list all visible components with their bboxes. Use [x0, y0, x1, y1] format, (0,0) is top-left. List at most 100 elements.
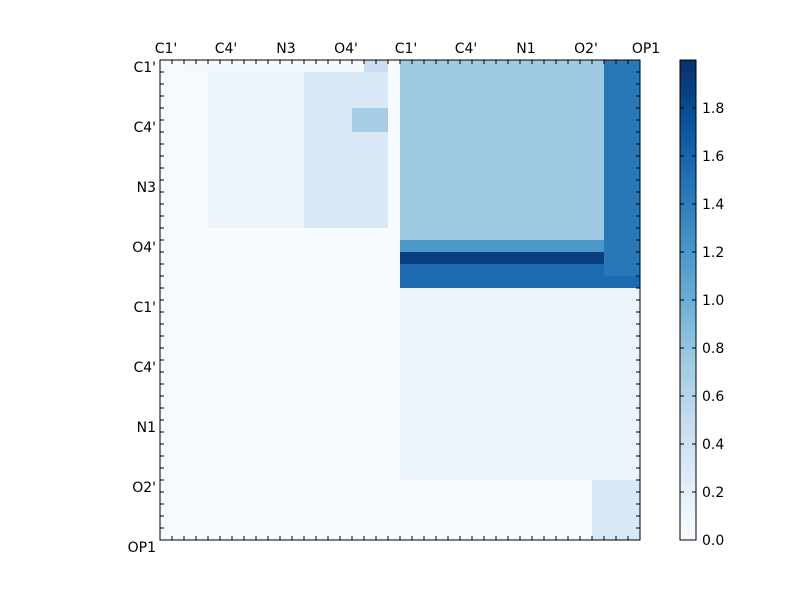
- heatmap-cell: [328, 60, 341, 73]
- heatmap-cell: [484, 408, 497, 421]
- heatmap-cell: [160, 420, 173, 433]
- heatmap-cell: [472, 348, 485, 361]
- heatmap-cell: [352, 60, 365, 73]
- heatmap-cell: [316, 384, 329, 397]
- heatmap-cell: [232, 156, 245, 169]
- heatmap-cell: [412, 408, 425, 421]
- heatmap-cell: [184, 168, 197, 181]
- heatmap-cell: [472, 72, 485, 85]
- y-tick-label: N1: [137, 420, 156, 436]
- heatmap-cell: [232, 420, 245, 433]
- heatmap-cell: [340, 108, 353, 121]
- heatmap-cell: [352, 108, 365, 121]
- heatmap-cell: [604, 420, 617, 433]
- heatmap-cell: [400, 432, 413, 445]
- heatmap-cell: [352, 84, 365, 97]
- heatmap-cell: [496, 468, 509, 481]
- heatmap-cell: [580, 384, 593, 397]
- heatmap-cell: [472, 96, 485, 109]
- heatmap-cell: [472, 396, 485, 409]
- heatmap-cell: [604, 276, 617, 289]
- heatmap-cell: [592, 504, 605, 517]
- heatmap-cell: [364, 192, 377, 205]
- heatmap-cell: [256, 252, 269, 265]
- heatmap-cell: [172, 336, 185, 349]
- heatmap-cell: [580, 264, 593, 277]
- heatmap-cell: [376, 72, 389, 85]
- heatmap-cell: [268, 384, 281, 397]
- heatmap-cell: [448, 468, 461, 481]
- heatmap-cell: [160, 444, 173, 457]
- heatmap-cell: [340, 528, 353, 541]
- heatmap-cell: [220, 108, 233, 121]
- heatmap-cell: [352, 516, 365, 529]
- heatmap-cell: [160, 204, 173, 217]
- heatmap-cell: [532, 228, 545, 241]
- heatmap-cell: [544, 132, 557, 145]
- heatmap-cell: [184, 228, 197, 241]
- heatmap-cell: [628, 480, 641, 493]
- heatmap-cell: [328, 504, 341, 517]
- heatmap-cell: [424, 372, 437, 385]
- heatmap-cell: [580, 108, 593, 121]
- heatmap-cell: [172, 108, 185, 121]
- heatmap-cell: [196, 372, 209, 385]
- heatmap-cell: [340, 72, 353, 85]
- heatmap-cell: [472, 180, 485, 193]
- heatmap-cell: [304, 324, 317, 337]
- heatmap-cell: [184, 432, 197, 445]
- heatmap-cell: [196, 96, 209, 109]
- heatmap-cell: [592, 300, 605, 313]
- heatmap-cell: [484, 144, 497, 157]
- heatmap-cell: [604, 300, 617, 313]
- heatmap-cell: [340, 204, 353, 217]
- heatmap-cell: [304, 240, 317, 253]
- heatmap-cell: [160, 516, 173, 529]
- heatmap-cell: [220, 84, 233, 97]
- heatmap-cell: [352, 276, 365, 289]
- heatmap-cell: [520, 396, 533, 409]
- heatmap-cell: [448, 324, 461, 337]
- heatmap-cell: [220, 480, 233, 493]
- heatmap-cell: [196, 84, 209, 97]
- heatmap-cell: [580, 192, 593, 205]
- heatmap-cell: [232, 168, 245, 181]
- heatmap-cell: [184, 360, 197, 373]
- heatmap-cell: [628, 504, 641, 517]
- heatmap-cell: [424, 108, 437, 121]
- heatmap-cell: [256, 372, 269, 385]
- heatmap-cell: [160, 432, 173, 445]
- heatmap-cell: [280, 180, 293, 193]
- heatmap-cell: [244, 120, 257, 133]
- heatmap-cell: [508, 108, 521, 121]
- heatmap-cell: [400, 108, 413, 121]
- heatmap-cell: [364, 420, 377, 433]
- heatmap-cell: [508, 180, 521, 193]
- heatmap-cell: [364, 372, 377, 385]
- heatmap-cell: [568, 264, 581, 277]
- heatmap-cell: [604, 528, 617, 541]
- heatmap-cell: [448, 432, 461, 445]
- heatmap-cell: [292, 324, 305, 337]
- heatmap-cell: [472, 120, 485, 133]
- heatmap-cell: [520, 324, 533, 337]
- heatmap-cell: [484, 300, 497, 313]
- heatmap-cell: [592, 492, 605, 505]
- heatmap-cell: [628, 216, 641, 229]
- heatmap-cell: [604, 324, 617, 337]
- heatmap-cell: [580, 156, 593, 169]
- heatmap-cell: [328, 528, 341, 541]
- heatmap-cell: [472, 288, 485, 301]
- heatmap-cell: [520, 468, 533, 481]
- heatmap-cell: [412, 216, 425, 229]
- heatmap-cell: [472, 192, 485, 205]
- heatmap-cell: [400, 120, 413, 133]
- heatmap-cell: [184, 372, 197, 385]
- heatmap-cell: [400, 324, 413, 337]
- heatmap-cell: [400, 216, 413, 229]
- heatmap-cell: [232, 336, 245, 349]
- heatmap-cell: [616, 216, 629, 229]
- heatmap-cell: [520, 504, 533, 517]
- heatmap-cell: [628, 60, 641, 73]
- heatmap-cell: [592, 396, 605, 409]
